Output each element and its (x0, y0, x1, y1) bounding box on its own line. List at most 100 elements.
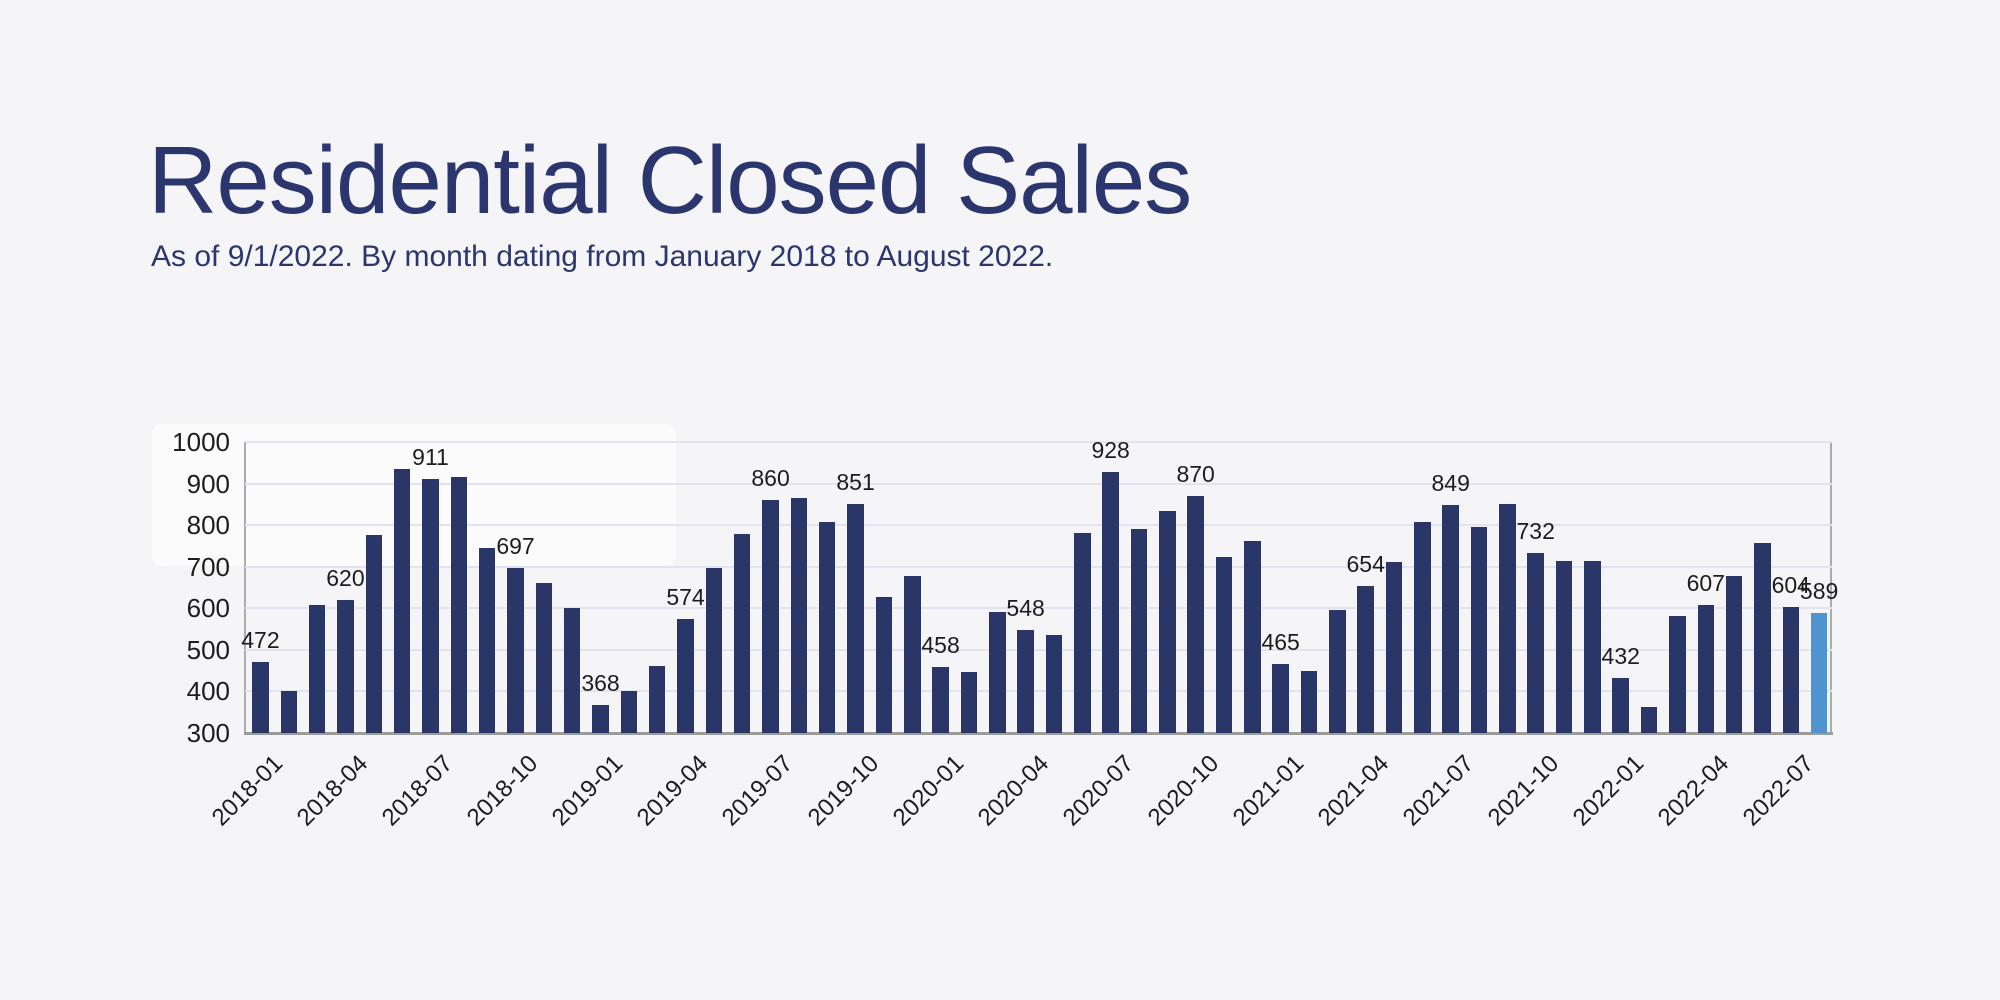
x-tick-2022-01: 2022-01 (1567, 750, 1649, 832)
bar-2020-07[interactable] (1102, 471, 1119, 733)
bar-label-2020-10: 870 (1176, 461, 1215, 488)
bar-2019-03[interactable] (648, 666, 666, 733)
gridline-600 (245, 607, 1832, 610)
gridline-800 (245, 524, 1832, 527)
bar-2018-07[interactable] (422, 479, 439, 733)
bar-2022-05[interactable] (1725, 575, 1743, 733)
bar-2021-04[interactable] (1357, 585, 1374, 733)
x-tick-2019-07: 2019-07 (717, 750, 799, 832)
bar-2021-03[interactable] (1329, 609, 1346, 733)
bar-2020-04[interactable] (1017, 629, 1034, 733)
y-tick-400: 400 (186, 676, 230, 707)
bar-label-2022-01: 432 (1601, 643, 1640, 670)
bar-2019-07[interactable] (762, 500, 779, 733)
gridline-400 (245, 690, 1832, 693)
x-tick-2021-10: 2021-10 (1482, 750, 1564, 832)
bar-2021-01[interactable] (1272, 664, 1289, 733)
x-tick-2020-10: 2020-10 (1142, 750, 1224, 832)
bar-2019-12[interactable] (904, 575, 921, 733)
bar-label-2018-10: 697 (496, 532, 535, 559)
x-tick-2019-10: 2019-10 (802, 750, 884, 832)
bar-2018-08[interactable] (450, 476, 468, 733)
bar-2021-05[interactable] (1385, 561, 1403, 733)
page-subtitle: As of 9/1/2022. By month dating from Jan… (151, 240, 1054, 273)
bar-2020-09[interactable] (1159, 510, 1176, 733)
bar-2018-05[interactable] (365, 534, 383, 733)
bar-2021-07[interactable] (1442, 504, 1459, 733)
bar-2022-02[interactable] (1640, 706, 1658, 733)
gridline-900 (245, 482, 1832, 485)
bar-2020-06[interactable] (1074, 533, 1091, 733)
bar-2021-12[interactable] (1584, 560, 1601, 733)
bar-label-2022-07: 604 (1771, 571, 1810, 598)
bar-2018-06[interactable] (393, 468, 411, 733)
bar-2019-11[interactable] (875, 596, 893, 733)
x-tick-2019-04: 2019-04 (632, 750, 714, 832)
bar-2022-01[interactable] (1612, 678, 1629, 733)
x-axis-line (244, 732, 1833, 735)
y-tick-700: 700 (186, 551, 230, 582)
bar-2020-08[interactable] (1130, 528, 1148, 733)
bar-2018-12[interactable] (563, 607, 581, 733)
bar-2020-01[interactable] (932, 667, 949, 733)
bar-2019-02[interactable] (620, 691, 638, 733)
bar-2019-05[interactable] (705, 567, 723, 733)
bar-2022-08[interactable] (1810, 612, 1828, 733)
bar-2018-02[interactable] (280, 690, 298, 733)
bar-2019-04[interactable] (677, 619, 694, 733)
y-tick-300: 300 (186, 718, 230, 748)
bar-label-2019-01: 368 (581, 669, 620, 696)
bar-2018-09[interactable] (478, 547, 496, 733)
page-title: Residential Closed Sales (148, 127, 1192, 234)
x-tick-2018-10: 2018-10 (462, 750, 544, 832)
bar-label-2022-08: 589 (1799, 577, 1839, 604)
bar-2020-10[interactable] (1187, 496, 1204, 733)
bar-2021-08[interactable] (1470, 527, 1488, 733)
gridline-1000 (245, 441, 1832, 443)
bar-2022-04[interactable] (1697, 605, 1714, 733)
chart-background-sheen (152, 424, 676, 566)
bar-2020-02[interactable] (960, 671, 978, 733)
bar-label-2022-04: 607 (1686, 570, 1725, 597)
bar-2020-12[interactable] (1244, 540, 1261, 733)
bar-2021-06[interactable] (1414, 522, 1431, 733)
bar-label-2018-04: 620 (326, 564, 365, 591)
bar-label-2019-04: 574 (666, 584, 705, 611)
bar-label-2018-07: 911 (412, 444, 449, 470)
bar-2019-06[interactable] (733, 534, 751, 733)
bar-label-2018-01: 472 (241, 626, 280, 653)
bar-2018-01[interactable] (252, 661, 269, 733)
bar-2021-09[interactable] (1499, 504, 1516, 733)
bar-2021-02[interactable] (1300, 671, 1318, 733)
bar-2020-03[interactable] (989, 611, 1006, 733)
bar-2020-05[interactable] (1045, 634, 1063, 733)
bar-label-2021-01: 465 (1261, 629, 1300, 656)
x-tick-2022-04: 2022-04 (1652, 750, 1734, 832)
gridline-700 (245, 565, 1832, 568)
bar-2019-10[interactable] (847, 503, 864, 733)
bar-2022-07[interactable] (1782, 606, 1800, 733)
bar-2022-06[interactable] (1754, 542, 1771, 733)
bar-2018-11[interactable] (535, 582, 553, 733)
bar-label-2019-07: 860 (751, 465, 790, 492)
bar-2018-04[interactable] (337, 599, 354, 733)
bar-2019-09[interactable] (818, 521, 836, 733)
plot-right-border (1830, 442, 1832, 733)
bar-2021-11[interactable] (1555, 560, 1573, 733)
bar-label-2021-04: 654 (1346, 550, 1385, 577)
bar-2020-11[interactable] (1215, 557, 1233, 733)
bar-2019-01[interactable] (592, 704, 609, 733)
bar-label-2020-07: 928 (1091, 436, 1130, 463)
bar-2022-03[interactable] (1669, 615, 1686, 733)
y-axis-line (244, 442, 246, 733)
bar-2018-10[interactable] (507, 567, 524, 733)
y-tick-1000: 1000 (172, 427, 230, 457)
x-tick-2020-01: 2020-01 (887, 750, 969, 832)
plot-area: 472 620 911 697 368 574 860 851 458 548 928 870 465 6… (241, 437, 1838, 735)
x-tick-2021-04: 2021-04 (1312, 750, 1394, 832)
bar-2018-03[interactable] (308, 604, 326, 733)
x-tick-2020-04: 2020-04 (972, 750, 1054, 832)
bar-2021-10[interactable] (1527, 553, 1544, 733)
bar-2019-08[interactable] (790, 497, 808, 733)
